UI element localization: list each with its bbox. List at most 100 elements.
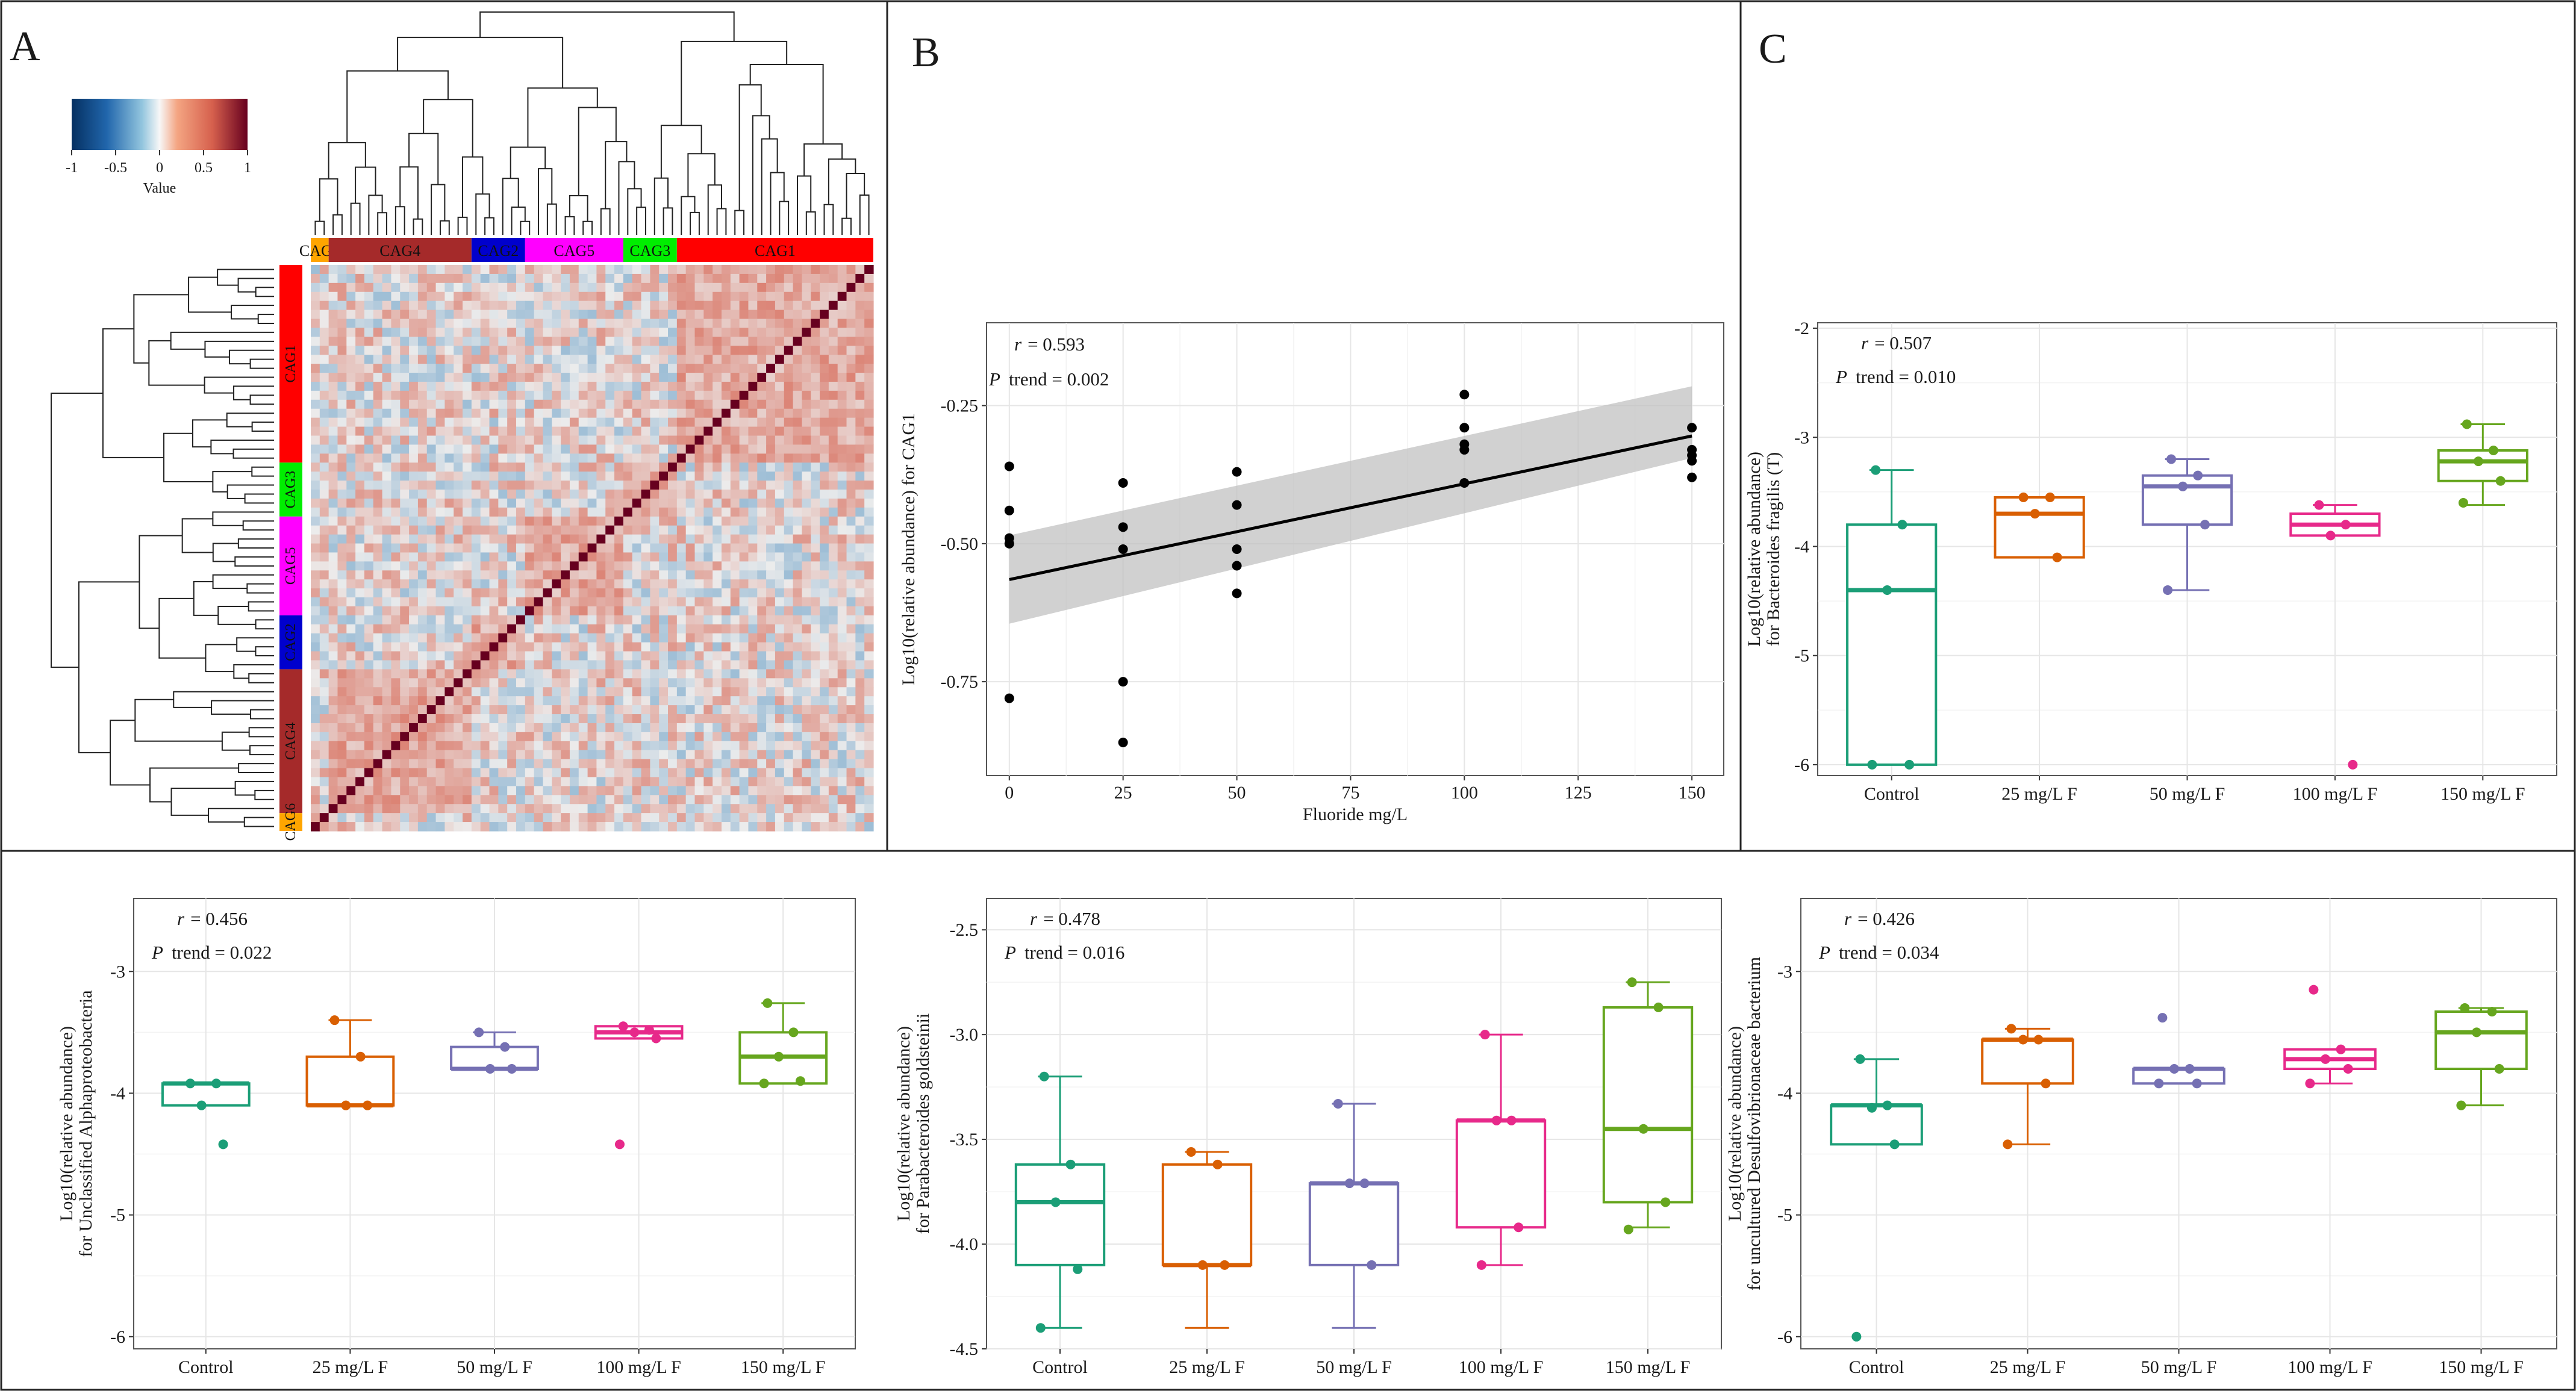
heatmap-cell xyxy=(703,786,713,795)
heatmap-cell xyxy=(614,633,624,643)
heatmap-cell xyxy=(668,408,678,419)
heatmap-cell xyxy=(355,364,365,373)
heatmap-cell xyxy=(328,337,338,346)
heatmap-cell xyxy=(864,390,874,400)
heatmap-cell xyxy=(561,525,570,535)
heatmap-cell xyxy=(426,364,437,373)
heatmap-cell xyxy=(364,408,374,419)
heatmap-cell xyxy=(713,390,722,400)
dendrogram-branch xyxy=(254,789,274,800)
heatmap-cell xyxy=(435,750,445,760)
heatmap-cell xyxy=(820,678,829,688)
heatmap-cell xyxy=(837,534,847,544)
heatmap-cell xyxy=(444,426,454,437)
heatmap-cell xyxy=(596,444,606,454)
heatmap-cell xyxy=(516,399,526,409)
heatmap-cell xyxy=(757,597,767,607)
heatmap-cell xyxy=(713,633,722,643)
heatmap-cell xyxy=(605,615,615,625)
heatmap-cell xyxy=(319,741,329,751)
heatmap-cell xyxy=(632,381,642,391)
heatmap-cell xyxy=(382,759,392,769)
heatmap-cell xyxy=(435,714,445,724)
heatmap-cell xyxy=(534,579,544,589)
heatmap-cell xyxy=(400,642,410,652)
heatmap-cell xyxy=(641,732,650,742)
heatmap-cell xyxy=(463,822,472,832)
colorbar-title: Value xyxy=(143,181,176,196)
heatmap-cell xyxy=(561,570,570,580)
heatmap-cell xyxy=(837,714,847,724)
heatmap-cell xyxy=(811,444,820,454)
heatmap-cell xyxy=(454,328,463,337)
heatmap-cell xyxy=(837,651,847,661)
heatmap-cell xyxy=(489,543,499,553)
heatmap-cell xyxy=(703,373,713,382)
heatmap-cell xyxy=(855,381,865,391)
r-symbol: r xyxy=(177,908,185,929)
heatmap-cell xyxy=(739,813,749,823)
heatmap-cell xyxy=(516,588,526,598)
dendrogram-branch xyxy=(255,646,274,657)
heatmap-cell xyxy=(543,552,552,562)
cluster-segment xyxy=(525,238,623,262)
heatmap-cell xyxy=(605,507,615,517)
p-symbol: P xyxy=(988,369,1000,390)
heatmap-cell xyxy=(694,534,704,544)
dendrogram-branch xyxy=(350,202,361,235)
heatmap-cell xyxy=(632,615,642,625)
heatmap-cell xyxy=(435,561,445,571)
heatmap-cell xyxy=(525,678,535,688)
heatmap-cell xyxy=(480,534,490,544)
heatmap-cell xyxy=(713,265,722,275)
heatmap-cell xyxy=(864,265,874,275)
heatmap-cell xyxy=(578,552,588,562)
heatmap-cell xyxy=(605,300,615,311)
heatmap-cell xyxy=(552,417,561,428)
heatmap-cell xyxy=(319,705,329,715)
heatmap-cell xyxy=(641,534,650,544)
heatmap-cell xyxy=(757,561,767,571)
heatmap-cell xyxy=(454,786,463,795)
heatmap-cell xyxy=(552,795,561,804)
x-tick-label: 100 mg/L F xyxy=(596,1357,681,1377)
heatmap-cell xyxy=(373,642,383,652)
heatmap-cell xyxy=(373,750,383,760)
heatmap-cell xyxy=(864,705,874,715)
heatmap-cell xyxy=(784,714,794,724)
heatmap-cell xyxy=(400,490,410,499)
heatmap-cell xyxy=(775,319,785,329)
heatmap-cell xyxy=(498,543,508,553)
heatmap-cell xyxy=(471,319,481,329)
heatmap-cell xyxy=(409,435,419,446)
heatmap-cell xyxy=(534,633,544,643)
heatmap-cell xyxy=(391,633,401,643)
heatmap-cell xyxy=(391,282,401,293)
heatmap-cell xyxy=(552,364,561,373)
heatmap-cell xyxy=(632,822,642,832)
y-tick-label: -0.25 xyxy=(941,396,979,416)
heatmap-cell xyxy=(685,795,696,804)
box-body xyxy=(1994,496,2085,559)
heatmap-cell xyxy=(820,723,829,733)
dendrogram-branch xyxy=(249,394,274,405)
heatmap-cell xyxy=(739,552,749,562)
column-dendrogram xyxy=(314,11,870,235)
heatmap-cell xyxy=(766,660,776,670)
heatmap-cell xyxy=(811,813,820,823)
heatmap-cell xyxy=(623,381,633,391)
heatmap-cell xyxy=(614,390,624,400)
heatmap-cell xyxy=(685,687,696,697)
heatmap-cell xyxy=(463,319,472,329)
heatmap-cell xyxy=(444,516,454,526)
heatmap-cell xyxy=(498,768,508,778)
heatmap-cell xyxy=(676,481,687,490)
heatmap-cell xyxy=(444,319,454,329)
heatmap-cell xyxy=(507,444,517,454)
heatmap-cell xyxy=(489,687,499,697)
heatmap-cell xyxy=(552,678,561,688)
heatmap-cell xyxy=(623,687,633,697)
heatmap-cell xyxy=(400,444,410,454)
heatmap-cell xyxy=(685,390,696,400)
heatmap-cell xyxy=(328,543,338,553)
